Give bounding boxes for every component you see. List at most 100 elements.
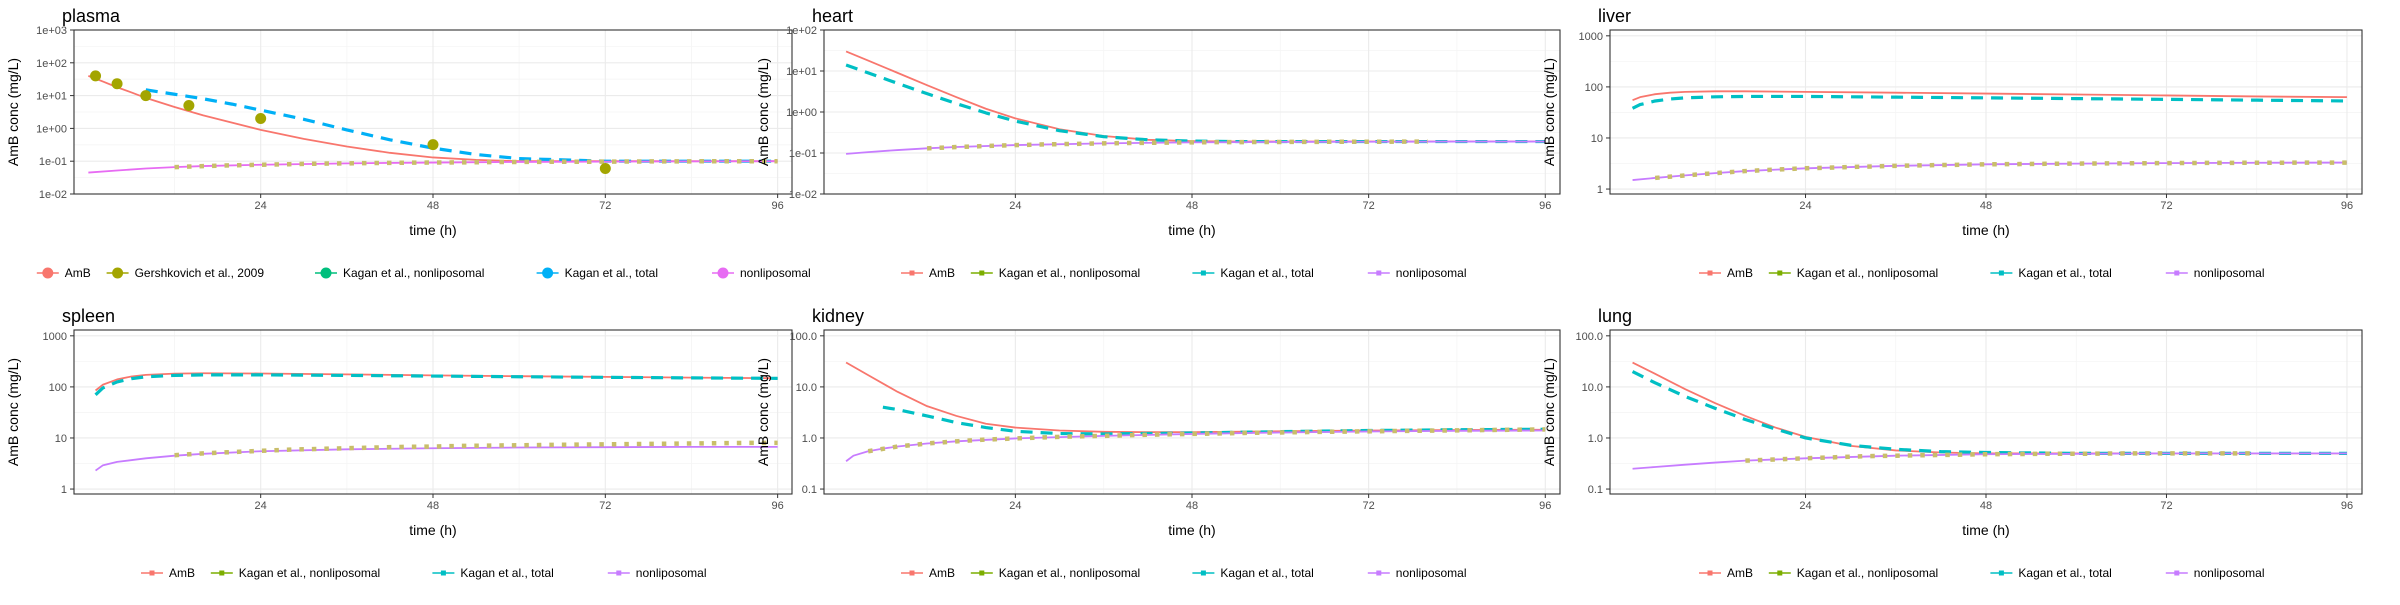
y-tick-label: 1e+00 <box>36 123 67 135</box>
legend-key-marker <box>616 570 622 576</box>
y-tick-label: 100 <box>49 382 67 394</box>
series-line-kagan-et-al-nonliposomal <box>174 158 778 170</box>
legend-key-marker <box>909 570 915 576</box>
legend-label: Kagan et al., nonliposomal <box>999 266 1140 280</box>
legend-label: Kagan et al., total <box>1220 266 1313 280</box>
legend-label: nonliposomal <box>740 266 811 280</box>
legend: AmB Kagan et al., nonliposomal Kagan et al… <box>141 566 707 580</box>
legend-label: nonliposomal <box>1396 266 1467 280</box>
x-axis-label: time (h) <box>1962 222 2009 238</box>
series-line-amb <box>845 361 1546 434</box>
legend-item-nonliposomal: nonliposomal <box>607 566 707 580</box>
x-tick-label: 72 <box>1363 500 1375 512</box>
x-tick-label: 48 <box>427 200 439 212</box>
x-tick-label: 48 <box>1186 500 1198 512</box>
panel-plasma: plasma 1e-02 1e-01 1e+00 1e+01 1e+02 1e+03 24 48… <box>5 6 811 280</box>
data-point-gershkovich-et-al-2009 <box>111 78 123 90</box>
legend-key-marker <box>1777 270 1783 276</box>
legend-label: Kagan et al., nonliposomal <box>1797 266 1938 280</box>
legend-label: Kagan et al., total <box>1220 566 1313 580</box>
y-tick-label: 1.0 <box>1588 433 1603 445</box>
x-axis-label: time (h) <box>409 522 456 538</box>
panel-heart: heart 1e-02 1e-01 1e+00 1e+01 1e+02 24 48 72 96 ti… <box>755 6 1561 280</box>
legend-key-marker <box>1376 570 1382 576</box>
legend: AmB Kagan et al., nonliposomal Kagan et al… <box>1699 566 2265 580</box>
x-tick-label: 72 <box>599 200 611 212</box>
series-line-kagan-et-al-nonliposomal <box>1654 160 2347 181</box>
series-line-nonliposomal <box>1632 452 2347 470</box>
legend-key-point <box>112 267 124 279</box>
series-group <box>88 70 778 174</box>
y-tick-label: 1.0 <box>802 433 817 445</box>
data-point-gershkovich-et-al-2009 <box>255 113 267 125</box>
y-tick-label: 1 <box>61 484 67 496</box>
legend-item-amb: AmB <box>1699 566 1753 580</box>
legend-item-nonliposomal: nonliposomal <box>2165 566 2265 580</box>
panel-lung: lung 0.1 1.0 10.0 100.0 24 48 72 96 time (h) AmB c… <box>1541 306 2363 580</box>
legend-key-marker <box>219 570 225 576</box>
y-tick-label: 10.0 <box>796 382 817 394</box>
y-tick-label: 100 <box>1585 82 1603 94</box>
x-axis-label: time (h) <box>1168 222 1215 238</box>
legend-label: Kagan et al., total <box>565 266 658 280</box>
x-tick-label: 72 <box>1363 200 1375 212</box>
legend-key-marker <box>979 570 985 576</box>
x-tick-label: 72 <box>2160 200 2172 212</box>
legend-key-marker <box>1998 570 2004 576</box>
x-tick-label: 72 <box>599 500 611 512</box>
series-group <box>94 372 778 472</box>
data-point-gershkovich-et-al-2009 <box>427 139 439 151</box>
legend-key-marker <box>440 570 446 576</box>
legend-label: Gershkovich et al., 2009 <box>135 266 265 280</box>
legend-key-marker <box>2174 270 2180 276</box>
x-tick-label: 96 <box>772 200 784 212</box>
x-tick-label: 24 <box>255 200 267 212</box>
legend-key-marker <box>1376 270 1382 276</box>
y-tick-label: 1000 <box>43 331 67 343</box>
legend-item-amb: AmB <box>1699 266 1753 280</box>
y-tick-label: 1e-02 <box>39 189 67 201</box>
data-point-gershkovich-et-al-2009 <box>183 99 195 111</box>
data-point-gershkovich-et-al-2009 <box>90 70 102 82</box>
series-line-amb <box>1632 90 2347 101</box>
legend-label: Kagan et al., nonliposomal <box>1797 566 1938 580</box>
x-tick-label: 24 <box>1009 200 1021 212</box>
y-tick-label: 1000 <box>1579 31 1603 43</box>
data-point-gershkovich-et-al-2009 <box>599 162 611 174</box>
legend-item-kagan-et-al-total: Kagan et al., total <box>432 566 554 580</box>
legend-item-kagan-et-al-nonliposomal: Kagan et al., nonliposomal <box>210 566 380 580</box>
legend-item-kagan-et-al-total: Kagan et al., total <box>536 266 658 280</box>
y-tick-label: 100.0 <box>1575 331 1603 343</box>
legend-key-point <box>320 267 332 279</box>
legend-item-kagan-et-al-total: Kagan et al., total <box>1192 266 1314 280</box>
y-tick-label: 1e+03 <box>36 25 67 37</box>
y-axis-label: AmB conc (mg/L) <box>755 358 771 466</box>
legend-key-point <box>717 267 729 279</box>
x-tick-label: 96 <box>2341 200 2353 212</box>
series-line-kagan-et-al-total <box>94 373 778 396</box>
y-tick-label: 1e-02 <box>789 189 817 201</box>
legend-key-marker <box>1200 570 1206 576</box>
x-tick-label: 24 <box>1009 500 1021 512</box>
x-tick-label: 48 <box>1980 200 1992 212</box>
series-line-kagan-et-al-nonliposomal <box>1745 451 2257 463</box>
legend-item-kagan-et-al-total: Kagan et al., total <box>1990 566 2112 580</box>
x-tick-label: 96 <box>772 500 784 512</box>
y-axis-label: AmB conc (mg/L) <box>1541 58 1557 166</box>
y-tick-label: 10 <box>1591 133 1603 145</box>
legend-key-point <box>42 267 54 279</box>
legend: AmB Kagan et al., nonliposomal Kagan et al… <box>1699 266 2265 280</box>
y-tick-label: 1 <box>1597 184 1603 196</box>
x-tick-label: 48 <box>1980 500 1992 512</box>
legend-label: AmB <box>929 566 955 580</box>
y-axis-label: AmB conc (mg/L) <box>755 58 771 166</box>
legend-item-kagan-et-al-nonliposomal: Kagan et al., nonliposomal <box>1768 266 1938 280</box>
y-tick-label: 1e+01 <box>36 91 67 103</box>
legend-label: Kagan et al., nonliposomal <box>239 566 380 580</box>
legend-key-marker <box>979 270 985 276</box>
legend-key-marker <box>1707 570 1713 576</box>
legend-item-kagan-et-al-total: Kagan et al., total <box>1990 266 2112 280</box>
y-tick-label: 10 <box>55 433 67 445</box>
